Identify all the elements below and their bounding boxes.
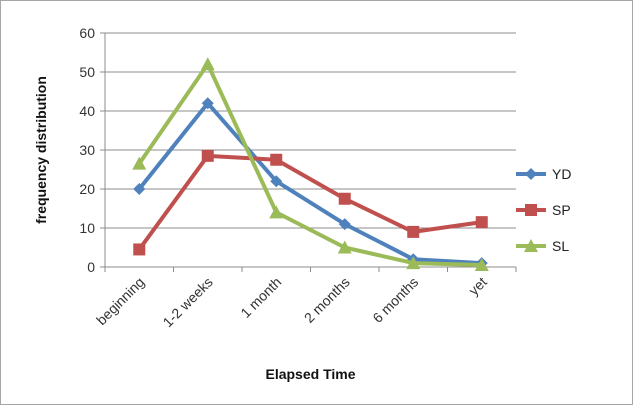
data-point: [525, 204, 537, 216]
y-tick-label: 0: [87, 259, 95, 275]
x-tick-label: 1 month: [237, 274, 284, 321]
legend-entry-sl: SL: [516, 238, 569, 254]
series-line: [137, 101, 482, 266]
x-tick-label: 1-2 weeks: [159, 274, 215, 330]
x-tick-label: yet: [465, 274, 490, 299]
data-point: [133, 183, 146, 195]
legend-label: YD: [552, 166, 571, 182]
y-tick-label: 40: [79, 103, 95, 119]
data-point: [474, 258, 489, 272]
y-tick-labels: 0 10 20 30 40 50 60: [79, 25, 95, 275]
data-point: [270, 153, 283, 166]
x-tick-labels: beginning 1-2 weeks 1 month 2 months 6 month…: [93, 274, 490, 331]
data-point: [525, 168, 537, 180]
legend-label: SP: [552, 202, 571, 218]
y-tick-label: 20: [79, 181, 95, 197]
legend-label: SL: [552, 238, 569, 254]
series-line: [137, 62, 482, 268]
y-tick-label: 30: [79, 142, 95, 158]
data-point: [201, 97, 214, 110]
data-point: [524, 239, 538, 252]
x-tick-label: beginning: [93, 274, 147, 328]
x-tick-label: 6 months: [369, 274, 421, 326]
legend-entry-sp: SP: [516, 202, 571, 218]
data-point: [337, 240, 352, 254]
series-line: [137, 153, 483, 251]
x-tick-label: 2 months: [301, 274, 353, 326]
series-sl: [132, 57, 489, 272]
legend: YD SP SL: [516, 166, 571, 254]
data-point: [338, 192, 351, 205]
y-tick-label: 50: [79, 64, 95, 80]
data-point: [133, 243, 146, 256]
data-point: [269, 205, 284, 219]
data-point: [201, 149, 214, 162]
gridlines: [105, 32, 516, 229]
data-point: [270, 175, 283, 188]
y-axis-title: frequency distribution: [33, 76, 49, 224]
data-point: [338, 218, 351, 231]
data-point: [132, 156, 147, 170]
x-axis-title: Elapsed Time: [265, 366, 355, 382]
data-point: [200, 57, 215, 71]
data-point: [406, 256, 421, 270]
series-sp: [133, 149, 488, 256]
axes: [100, 32, 517, 272]
data-point: [407, 225, 420, 238]
y-tick-label: 10: [79, 220, 95, 236]
y-tick-label: 60: [79, 25, 95, 41]
legend-entry-yd: YD: [516, 166, 571, 182]
data-point: [475, 216, 488, 229]
series-layer: [132, 57, 489, 272]
